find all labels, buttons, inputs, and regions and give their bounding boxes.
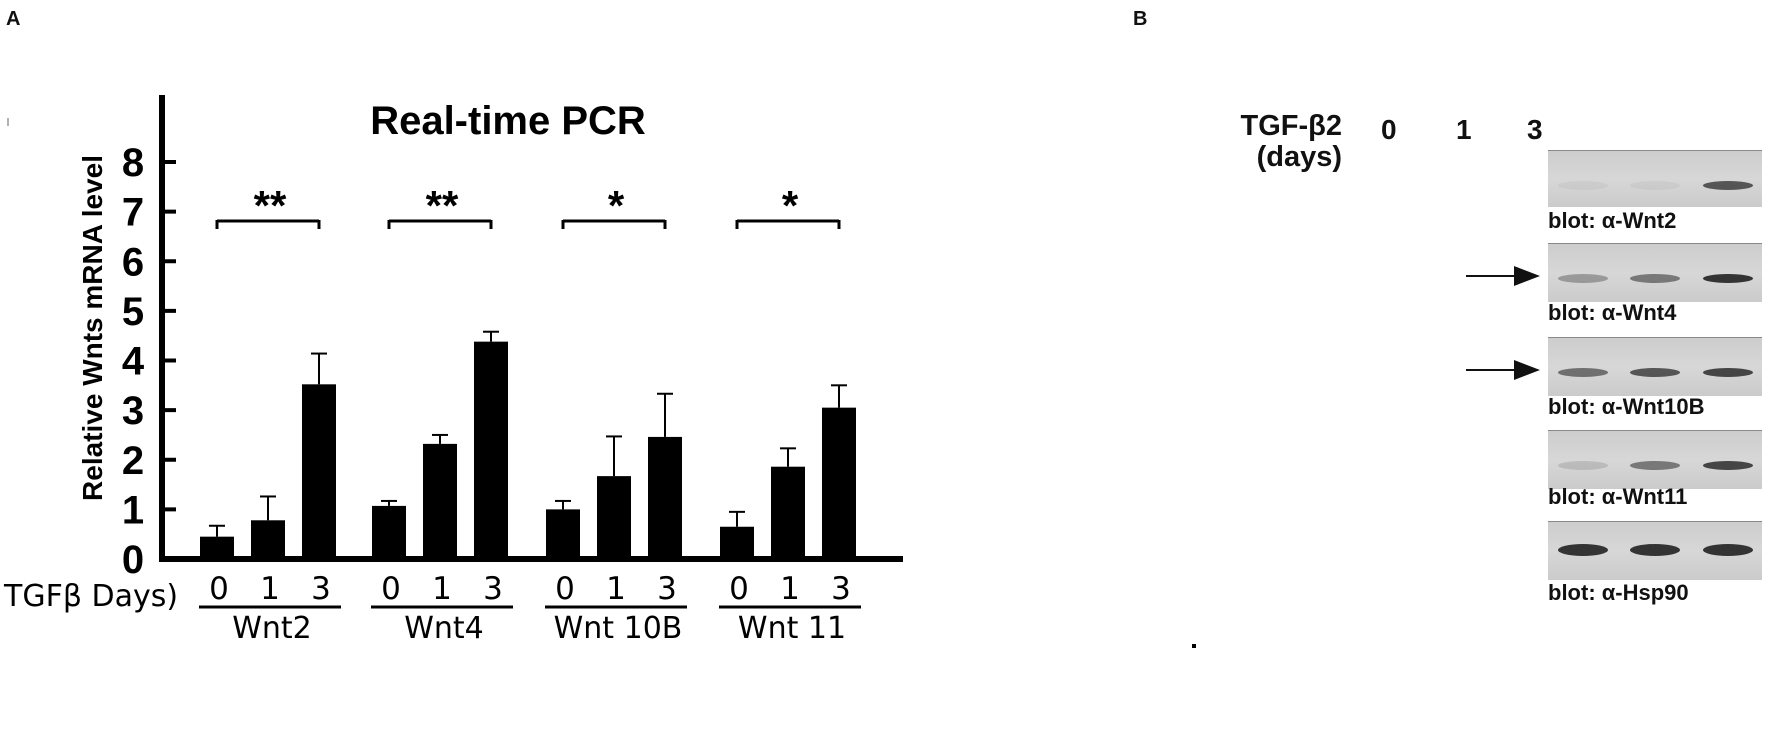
blot-caption-4: blot: α-Hsp90: [1548, 580, 1689, 605]
blot-image-4: [1548, 521, 1762, 580]
significance-marker: *: [782, 182, 799, 229]
day-label: 0: [209, 571, 229, 607]
blot-caption-0: blot: α-Wnt2: [1548, 208, 1677, 233]
blot-band: [1630, 274, 1680, 283]
day-label: 3: [657, 571, 677, 607]
blot-header-title: TGF-β2: [1240, 110, 1342, 142]
blot-band: [1703, 181, 1753, 190]
day-label: 0: [555, 571, 575, 607]
day-label: 0: [381, 571, 401, 607]
x-axis-prefix: TGFβ Days): [3, 579, 178, 614]
panel-a-label: A: [6, 8, 21, 30]
bar-3-1: [771, 466, 805, 559]
bar-0-1: [251, 520, 285, 559]
blot-band: [1703, 461, 1753, 470]
significance-marker: *: [608, 182, 625, 229]
blot-band: [1703, 274, 1753, 283]
blot-image-1: [1548, 243, 1762, 302]
blot-band: [1558, 461, 1608, 470]
y-tick-label: 4: [122, 340, 145, 384]
group-label-0: Wnt2: [232, 611, 312, 646]
blot-image-2: [1548, 337, 1762, 396]
y-tick-label: 2: [122, 439, 144, 483]
bar-2-0: [546, 509, 580, 559]
blot-band: [1703, 544, 1753, 556]
bar-1-2: [474, 341, 508, 559]
lane-label-3: 3: [1527, 114, 1543, 145]
blot-header-sub: (days): [1256, 141, 1342, 173]
bar-1-1: [423, 443, 457, 559]
group-label-1: Wnt4: [404, 611, 484, 646]
day-label: 1: [780, 571, 800, 607]
significance-marker: **: [426, 182, 459, 229]
blot-band: [1703, 368, 1753, 377]
bar-1-0: [372, 505, 406, 559]
blot-band: [1558, 181, 1608, 190]
band-arrow-icon: [1466, 266, 1540, 286]
day-label: 3: [831, 571, 851, 607]
day-label: 1: [432, 571, 452, 607]
y-tick-label: 8: [122, 141, 144, 185]
bar-3-0: [720, 526, 754, 559]
day-label: 1: [606, 571, 626, 607]
y-tick-label: 1: [122, 488, 144, 532]
blot-band: [1630, 181, 1680, 190]
blot-image-3: [1548, 430, 1762, 489]
day-label: 1: [260, 571, 280, 607]
day-label: 0: [729, 571, 749, 607]
blot-band: [1558, 368, 1608, 377]
bar-2-1: [597, 476, 631, 559]
y-tick-label: 5: [122, 290, 144, 334]
panel-b-label: B: [1133, 8, 1148, 30]
blot-caption-3: blot: α-Wnt11: [1548, 484, 1688, 509]
y-tick-label: 6: [122, 240, 144, 284]
bar-0-0: [200, 536, 234, 559]
y-tick-label: 7: [122, 191, 144, 235]
band-arrow-icon: [1466, 360, 1540, 380]
bar-3-2: [822, 407, 856, 559]
day-label: 3: [483, 571, 503, 607]
y-tick-label: 3: [122, 389, 144, 433]
blot-band: [1558, 274, 1608, 283]
bar-0-2: [302, 384, 336, 559]
blot-caption-1: blot: α-Wnt4: [1548, 300, 1677, 325]
y-axis-label: Relative Wnts mRNA level: [77, 155, 108, 501]
y-tick-label: 0: [122, 538, 144, 582]
blot-caption-2: blot: α-Wnt10B: [1548, 394, 1705, 419]
day-label: 3: [311, 571, 331, 607]
blot-band: [1630, 368, 1680, 377]
bar-2-2: [648, 436, 682, 559]
significance-marker: **: [254, 182, 287, 229]
blot-band: [1630, 544, 1680, 556]
group-label-3: Wnt 11: [738, 611, 846, 646]
stray-dot: [1192, 644, 1196, 648]
lane-label-1: 1: [1456, 114, 1472, 145]
blot-image-0: [1548, 150, 1762, 207]
lane-label-0: 0: [1381, 114, 1397, 145]
group-label-2: Wnt 10B: [554, 611, 683, 646]
blot-band: [1558, 544, 1608, 556]
blot-band: [1630, 461, 1680, 470]
chart-title: Real-time PCR: [370, 99, 646, 143]
